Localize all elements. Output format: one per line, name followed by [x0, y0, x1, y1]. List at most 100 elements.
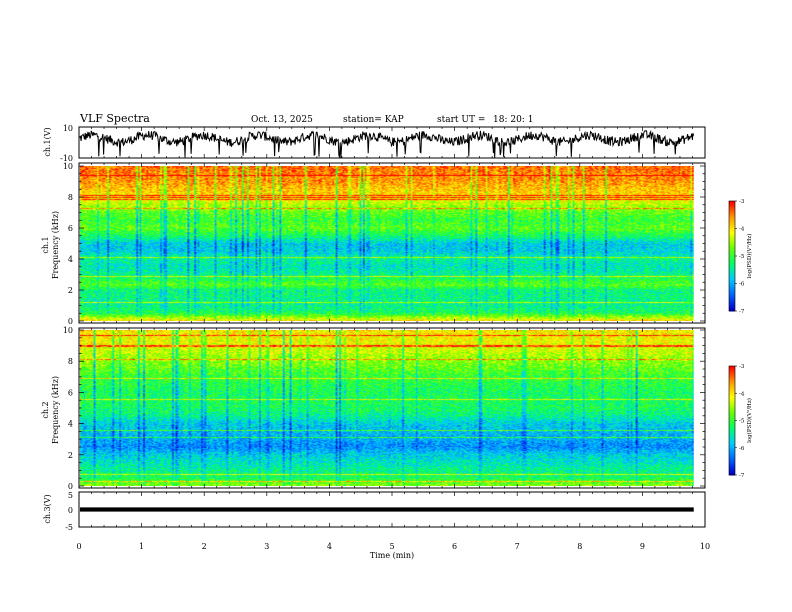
colorbar-segment [729, 268, 735, 272]
colorbar-segment [729, 460, 735, 463]
x-tick-label: 4 [327, 542, 332, 551]
y-tick-label: 6 [68, 388, 73, 397]
colorbar-segment [729, 438, 735, 441]
colorbar-segment [729, 445, 735, 449]
colorbar-segment [729, 380, 735, 383]
colorbar-segment [729, 384, 735, 387]
colorbar-segment [729, 296, 735, 299]
colorbar-segment [729, 285, 735, 288]
colorbar-segment [729, 369, 735, 372]
colorbar-segment [729, 223, 735, 226]
colorbar-segment [729, 294, 735, 297]
colorbar-segment [729, 411, 735, 414]
colorbar-segment [729, 287, 735, 290]
ch1-ytick-bottom: -10 [60, 154, 73, 163]
y-tick-label: 8 [68, 357, 73, 366]
colorbar-segment [729, 278, 735, 281]
ch3-ytick-mid: 0 [68, 506, 73, 515]
colorbar-tick-label: -7 [739, 309, 745, 315]
colorbar-segment [729, 289, 735, 292]
colorbar-segment [729, 305, 735, 308]
colorbar-segment [729, 212, 735, 215]
x-tick-label: 1 [139, 542, 144, 551]
colorbar-segment [729, 226, 735, 229]
colorbar-segment [729, 367, 735, 371]
x-tick-label: 2 [202, 542, 207, 551]
colorbar-segment [729, 235, 735, 239]
y-tick-label: 10 [63, 326, 73, 335]
colorbar-segment [729, 431, 735, 434]
colorbar-segment [729, 300, 735, 303]
colorbar-segment [729, 391, 735, 394]
colorbar-segment [729, 375, 735, 378]
ch1-waveform-panel: 10 -10 ch.1(V) [43, 124, 706, 163]
start-ut-label: start UT = [437, 115, 485, 125]
colorbar-segment [729, 267, 735, 270]
colorbar-segment [729, 465, 735, 469]
colorbar-segment [729, 254, 735, 257]
date-label: Oct. 13, 2025 [251, 115, 313, 125]
colorbar-segment [729, 243, 735, 246]
ch2-spec-ylabel-channel: ch.2 [41, 401, 50, 418]
ch3-ytick-bottom: -5 [65, 523, 73, 532]
ch2-spectrogram-panel: 10 8 6 4 2 0 ch.2 Frequency (kHz) [41, 326, 706, 491]
colorbar-segment [729, 301, 735, 305]
colorbar-segment [729, 204, 735, 207]
colorbar-segment [729, 201, 735, 204]
colorbar-segment [729, 389, 735, 392]
station-label: station= KAP [343, 115, 404, 125]
colorbar-segment [729, 246, 735, 250]
colorbar-segment [729, 232, 735, 235]
colorbar-segment [729, 248, 735, 251]
colorbar-tick-label: -5 [739, 254, 745, 260]
colorbar-tick-label: -3 [739, 199, 745, 205]
y-tick-label: 0 [68, 482, 73, 491]
colorbar-segment [729, 467, 735, 471]
colorbar-segment [729, 371, 735, 374]
colorbar-segment [729, 366, 735, 369]
colorbar-segment [729, 395, 735, 398]
colorbar-segment [729, 442, 735, 445]
colorbar-segment [729, 309, 735, 312]
colorbar-tick-label: -3 [739, 364, 745, 370]
y-tick-label: 10 [63, 162, 73, 171]
y-tick-label: 8 [68, 193, 73, 202]
colorbar-segment [729, 270, 735, 273]
colorbar-segment [729, 462, 735, 465]
ch1-ytick-top: 10 [63, 124, 73, 133]
colorbar-segment [729, 429, 735, 432]
x-tick-label: 8 [577, 542, 582, 551]
ch3-ytick-top: 5 [68, 491, 73, 500]
colorbar-segment [729, 298, 735, 301]
colorbar-segment [729, 473, 735, 476]
y-tick-label: 0 [68, 317, 73, 326]
colorbar-segment [729, 398, 735, 402]
colorbar-segment [729, 272, 735, 275]
colorbar-segment [729, 376, 735, 380]
y-tick-label: 4 [68, 255, 73, 264]
ch1-spec-ylabel-channel: ch.1 [41, 236, 50, 253]
colorbar-segment [729, 221, 735, 224]
ch1-colorbar: -3 -4 -5 -6 -7 log(PSD)(V²/Hz) [728, 199, 753, 315]
colorbar-tick-label: -6 [739, 282, 745, 288]
ch1-spec-ylabel: Frequency (kHz) [51, 211, 60, 279]
colorbar-segment [729, 202, 735, 206]
colorbar-segment [729, 422, 735, 425]
colorbar-segment [729, 436, 735, 440]
y-tick-label: 4 [68, 420, 73, 429]
colorbar-segment [729, 471, 735, 474]
colorbar-tick-label: -7 [739, 473, 745, 479]
colorbar-segment [729, 418, 735, 421]
colorbar-segment [729, 447, 735, 451]
colorbar-segment [729, 456, 735, 460]
colorbar-segment [729, 239, 735, 242]
colorbar-segment [729, 393, 735, 396]
y-tick-label: 2 [68, 286, 73, 295]
start-ut-value: 18: 20: 1 [493, 115, 533, 125]
colorbar-segment [729, 290, 735, 294]
colorbar-segment [729, 425, 735, 429]
colorbar-segment [729, 409, 735, 412]
colorbar-segment [729, 230, 735, 233]
ch1-waveform-line [78, 129, 695, 158]
